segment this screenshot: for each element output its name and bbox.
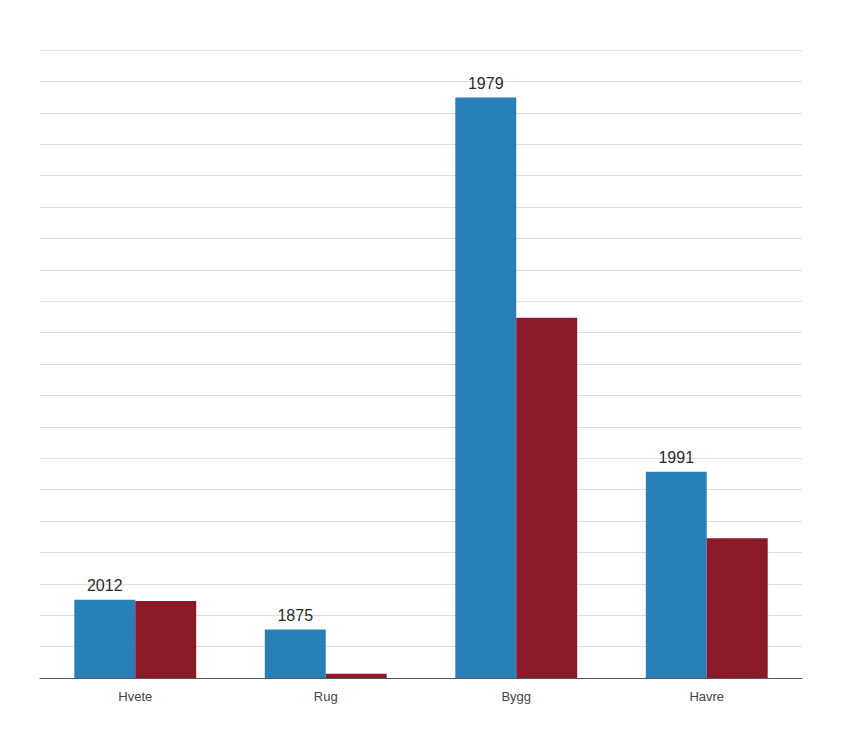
svg-text:1991: 1991 [658, 449, 694, 466]
svg-text:Havre: Havre [689, 689, 724, 704]
svg-text:1979: 1979 [468, 75, 504, 92]
svg-text:Bygg: Bygg [501, 689, 531, 704]
svg-text:Rug: Rug [314, 689, 338, 704]
svg-text:2012: 2012 [87, 577, 123, 594]
svg-text:1875: 1875 [277, 607, 313, 624]
svg-text:Hvete: Hvete [118, 689, 152, 704]
